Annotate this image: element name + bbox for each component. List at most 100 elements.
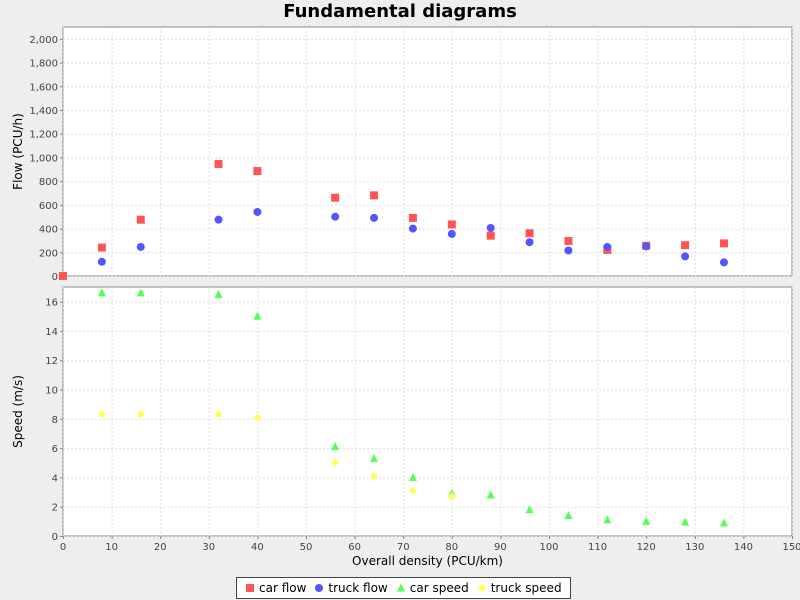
data-point <box>525 505 534 514</box>
data-point <box>370 213 379 222</box>
data-point <box>253 311 262 320</box>
data-point <box>97 410 106 419</box>
data-point <box>447 492 456 501</box>
y-tick-label: 800 <box>39 177 58 188</box>
x-tick-label: 50 <box>300 542 313 553</box>
legend-label: car flow <box>259 581 307 595</box>
y-tick-label: 1,400 <box>29 106 58 117</box>
y-tick-label: 600 <box>39 201 58 212</box>
y-tick-label: 4 <box>52 473 58 484</box>
y-tick-label: 8 <box>52 415 58 426</box>
data-point <box>564 237 573 246</box>
legend-label: truck speed <box>490 581 562 595</box>
data-point <box>331 458 340 467</box>
data-point <box>719 518 728 527</box>
y-tick-label: 14 <box>45 327 58 338</box>
x-tick-label: 60 <box>348 542 361 553</box>
legend-label: car speed <box>409 581 469 595</box>
data-point <box>214 159 223 168</box>
data-point <box>603 242 612 251</box>
legend-marker <box>246 584 254 592</box>
data-point <box>642 516 651 525</box>
y-axis-label: Flow (PCU/h) <box>11 113 25 190</box>
y-tick-label: 1,800 <box>29 59 58 70</box>
data-point <box>253 207 262 216</box>
legend-triangle-icon <box>396 583 405 592</box>
data-point <box>408 213 417 222</box>
data-point <box>603 515 612 524</box>
x-tick-label: 30 <box>202 542 215 553</box>
data-point <box>486 231 495 240</box>
x-tick-label: 70 <box>397 542 410 553</box>
y-axis-label: Speed (m/s) <box>11 375 25 448</box>
data-point <box>408 472 417 481</box>
y-tick-label: 2 <box>52 503 58 514</box>
data-point <box>253 413 262 422</box>
data-point <box>253 167 262 176</box>
data-point <box>331 193 340 202</box>
data-point <box>136 215 145 224</box>
y-tick-label: 1,200 <box>29 130 58 141</box>
data-point <box>681 241 690 250</box>
legend-item: car speed <box>396 581 469 595</box>
data-point <box>136 242 145 251</box>
data-point <box>331 212 340 221</box>
data-point <box>59 272 67 280</box>
x-axis-label: Overall density (PCU/km) <box>352 554 503 568</box>
legend-label: truck flow <box>328 581 388 595</box>
data-point <box>97 257 106 266</box>
legend: car flow truck flow car speed truck speed <box>236 577 571 599</box>
series-car-speed <box>97 288 728 527</box>
y-tick-label: 2,000 <box>29 35 58 46</box>
y-tick-label: 200 <box>39 248 58 259</box>
data-point <box>447 220 456 229</box>
data-point <box>642 242 651 251</box>
x-tick-label: 0 <box>60 542 66 553</box>
x-tick-label: 90 <box>494 542 507 553</box>
data-point <box>564 510 573 519</box>
data-point <box>719 239 728 248</box>
data-point <box>214 289 223 298</box>
y-tick-label: 12 <box>45 356 58 367</box>
x-tick-label: 10 <box>105 542 118 553</box>
y-tick-label: 1,000 <box>29 153 58 164</box>
data-point <box>370 191 379 200</box>
series-truck-flow <box>97 207 728 267</box>
legend-item: car flow <box>245 581 306 595</box>
data-point <box>136 288 145 297</box>
data-point <box>136 410 145 419</box>
legend-marker <box>396 583 405 592</box>
x-tick-label: 140 <box>734 542 753 553</box>
data-point <box>486 490 495 499</box>
data-point <box>408 224 417 233</box>
series-truck-speed <box>97 410 456 501</box>
legend-diamond-icon <box>477 584 486 592</box>
plot-background <box>62 286 793 537</box>
y-tick-label: 6 <box>52 444 58 455</box>
y-tick-label: 10 <box>45 386 58 397</box>
legend-marker <box>477 584 486 592</box>
legend-item: truck speed <box>477 581 562 595</box>
y-tick-label: 16 <box>45 298 58 309</box>
chart-title: Fundamental diagrams <box>283 1 517 22</box>
legend-item: truck flow <box>314 581 388 595</box>
x-tick-label: 100 <box>539 542 558 553</box>
x-tick-label: 150 <box>782 542 800 553</box>
data-point <box>97 288 106 297</box>
data-point <box>447 229 456 238</box>
plot-background <box>62 26 793 277</box>
data-point <box>681 252 690 261</box>
data-point <box>564 246 573 255</box>
x-tick-label: 20 <box>154 542 167 553</box>
y-tick-label: 0 <box>52 272 58 283</box>
data-point <box>214 410 223 419</box>
legend-marker <box>315 584 324 592</box>
data-point <box>525 229 534 238</box>
legend-square-icon <box>246 584 254 592</box>
data-point <box>370 471 379 480</box>
data-point <box>331 442 340 451</box>
x-tick-label: 80 <box>445 542 458 553</box>
data-point <box>681 517 690 526</box>
data-point <box>214 215 223 224</box>
